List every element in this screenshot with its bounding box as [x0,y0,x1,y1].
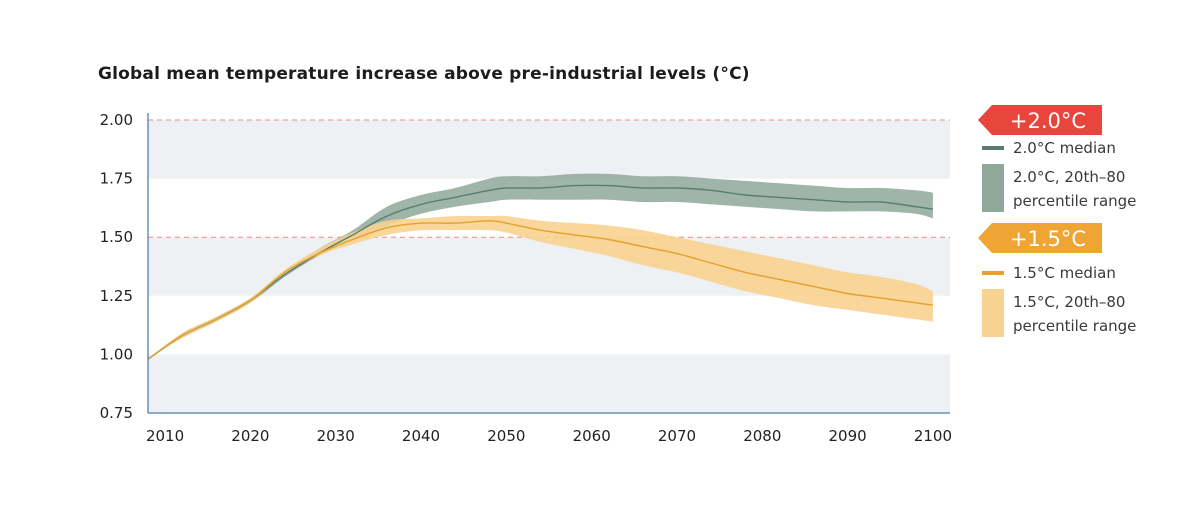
x-tick-label: 2040 [402,427,440,445]
legend-label-band-2c: 2.0°C, 20th–80 [1013,168,1125,186]
badge-15c [978,223,1102,253]
x-tick-label: 2050 [487,427,525,445]
tick-labels: 0.75 1.00 1.25 1.50 1.75 2.00 2010 2020 2030 2040… [100,111,952,445]
grid-band [148,354,950,413]
legend-swatch-band-2c [982,164,1004,212]
legend-swatch-median-2c [982,146,1004,150]
chart-title: Global mean temperature increase above p… [98,64,750,84]
legend-label-median-15c: 1.5°C median [1013,264,1116,282]
y-tick-label: 0.75 [100,404,133,422]
badge-15c-label: +1.5°C [1010,227,1086,251]
x-tick-label: 2070 [658,427,696,445]
median-line-15c [147,220,933,360]
badge-2c-label: +2.0°C [1010,109,1086,133]
median-line-2c [147,184,933,360]
y-tick-label: 1.25 [100,287,133,305]
y-tick-label: 1.75 [100,170,133,188]
percentile-bands [148,173,933,360]
x-tick-label: 2020 [231,427,269,445]
legend: +2.0°C +1.5°C 2.0°C median 2.0°C, 20th–80 pe… [978,105,1136,337]
axes [147,113,950,414]
x-tick-label: 2080 [743,427,781,445]
grid-band [148,120,950,179]
badge-2c [978,105,1102,135]
legend-label-band2-2c: percentile range [1013,192,1136,210]
legend-swatch-median-15c [982,271,1004,275]
x-tick-label: 2030 [317,427,355,445]
percentile-band-2c [148,173,933,360]
x-tick-label: 2010 [146,427,184,445]
y-tick-label: 1.50 [100,228,133,246]
y-tick-label: 1.00 [100,345,133,363]
y-tick-label: 2.00 [100,111,133,129]
legend-label-band2-15c: percentile range [1013,317,1136,335]
percentile-band-15c [148,215,933,360]
x-tick-label: 2060 [573,427,611,445]
median-lines [147,184,933,360]
legend-label-band-15c: 1.5°C, 20th–80 [1013,293,1125,311]
x-tick-label: 2100 [914,427,952,445]
legend-label-median-2c: 2.0°C median [1013,139,1116,157]
legend-swatch-band-15c [982,289,1004,337]
x-tick-label: 2090 [829,427,867,445]
grid-bands [148,120,950,413]
